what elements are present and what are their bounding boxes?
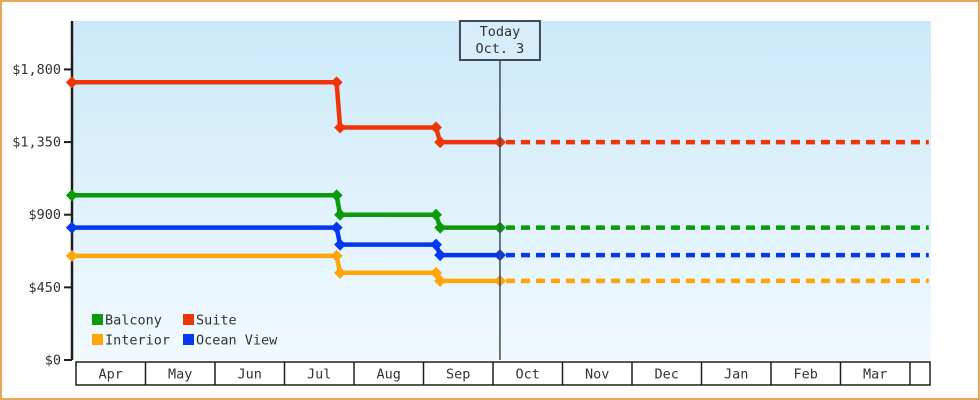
legend-item-suite: Suite xyxy=(183,313,237,329)
price-point-marker xyxy=(65,249,78,262)
legend-item-ocean-view: Ocean View xyxy=(183,333,278,349)
price-point-marker xyxy=(430,208,443,221)
month-label: Mar xyxy=(863,367,887,383)
month-band xyxy=(75,361,931,386)
price-point-marker xyxy=(334,238,347,251)
y-axis-label: $1,800 xyxy=(12,62,61,78)
legend-label: Interior xyxy=(105,333,170,349)
y-axis-label: $450 xyxy=(28,280,61,296)
price-point-marker xyxy=(65,221,78,234)
month-label: Aug xyxy=(377,367,401,383)
price-point-marker xyxy=(434,136,447,149)
legend-swatch-suite xyxy=(183,314,194,325)
legend-swatch-ocean-view xyxy=(183,334,194,345)
price-point-marker xyxy=(330,249,343,262)
price-point-marker xyxy=(430,238,443,251)
price-point-marker xyxy=(65,189,78,202)
legend-item-interior: Interior xyxy=(92,333,170,349)
price-point-marker xyxy=(434,249,447,262)
price-point-marker xyxy=(330,221,343,234)
y-axis-label: $0 xyxy=(45,353,61,369)
legend-swatch-interior xyxy=(92,334,103,345)
price-point-marker xyxy=(334,266,347,279)
price-line-balcony xyxy=(69,193,503,230)
month-label: Dec xyxy=(655,367,679,383)
month-label: Oct xyxy=(516,367,540,383)
legend-swatch-balcony xyxy=(92,314,103,325)
today-box xyxy=(458,20,541,61)
price-point-marker xyxy=(430,266,443,279)
price-point-marker xyxy=(434,221,447,234)
legend-label: Ocean View xyxy=(196,333,278,349)
price-point-marker xyxy=(65,76,78,89)
month-label: Sep xyxy=(446,367,470,383)
month-label: May xyxy=(168,367,192,383)
today-box-date: Oct. 3 xyxy=(476,41,525,57)
month-label: Jul xyxy=(307,367,331,383)
month-label: Nov xyxy=(585,367,609,383)
month-label: Jun xyxy=(238,367,262,383)
price-line-suite xyxy=(69,80,503,145)
y-axis-label: $1,350 xyxy=(12,135,61,151)
month-label: Jan xyxy=(724,367,748,383)
month-label: Feb xyxy=(794,367,818,383)
price-point-marker xyxy=(330,189,343,202)
price-point-marker xyxy=(430,121,443,134)
plot-area xyxy=(72,21,931,360)
month-label: Apr xyxy=(99,367,123,383)
price-line-ocean-view xyxy=(69,225,503,258)
today-box-label: Today xyxy=(480,24,521,40)
legend-label: Suite xyxy=(196,313,237,329)
legend-item-balcony: Balcony xyxy=(92,313,162,329)
price-point-marker xyxy=(434,274,447,287)
price-point-marker xyxy=(334,121,347,134)
price-point-marker xyxy=(330,76,343,89)
legend-label: Balcony xyxy=(105,313,162,329)
price-line-interior xyxy=(69,253,503,284)
price-point-marker xyxy=(334,208,347,221)
y-axis-label: $900 xyxy=(28,207,61,223)
